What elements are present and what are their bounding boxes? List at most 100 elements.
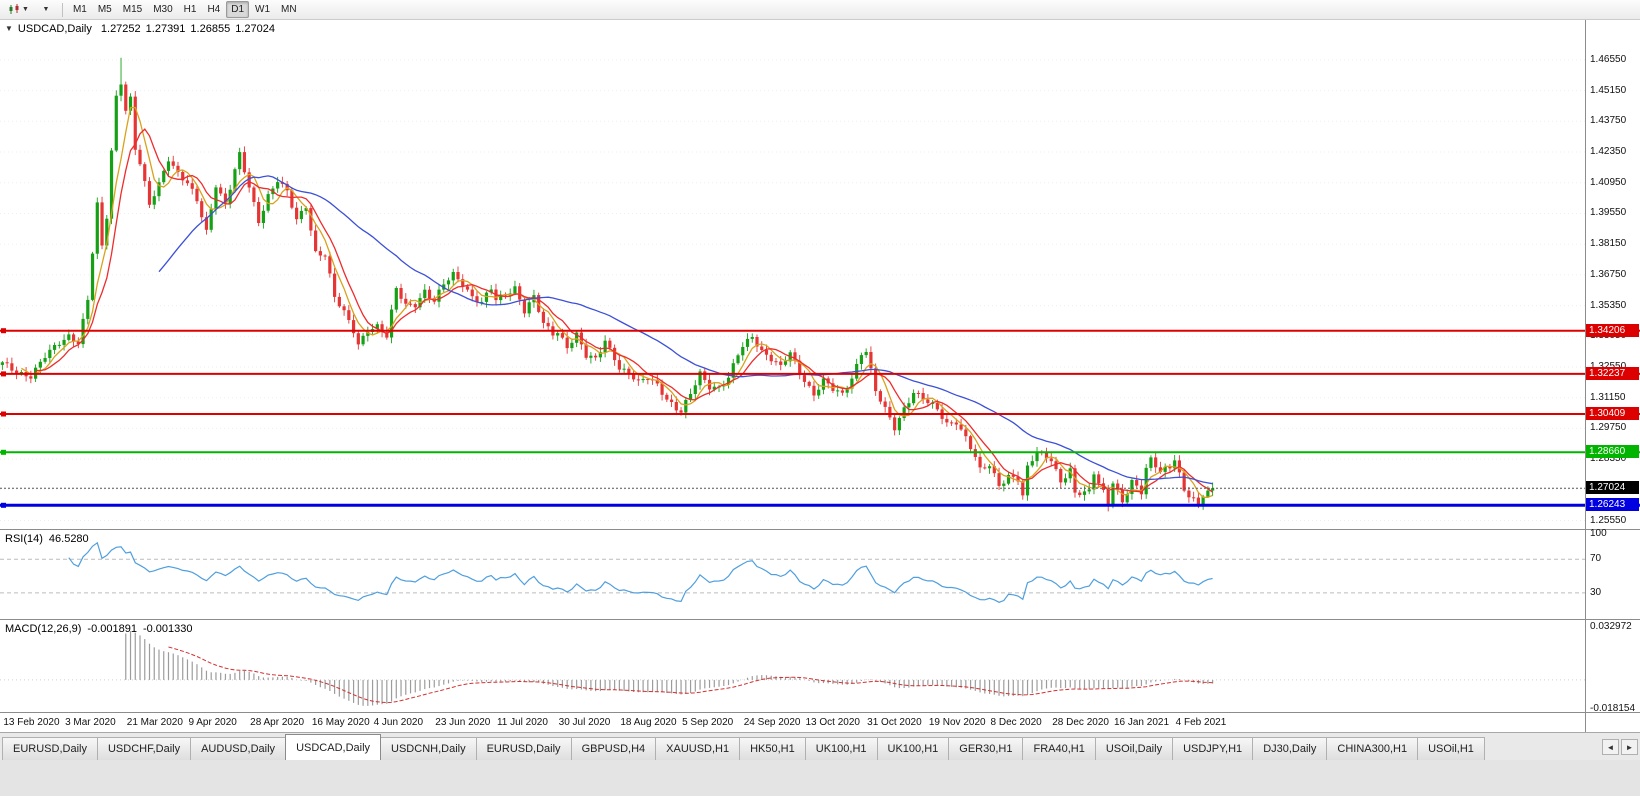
rsi-indicator-label: RSI(14) 46.5280 bbox=[5, 533, 89, 545]
date-axis-label: 31 Oct 2020 bbox=[867, 717, 922, 728]
date-axis-label: 5 Sep 2020 bbox=[682, 717, 734, 728]
rsi-value: 46.5280 bbox=[48, 533, 89, 545]
price-grid bbox=[0, 59, 1585, 521]
date-axis-label: 30 Jul 2020 bbox=[558, 717, 611, 728]
date-axis-label: 8 Dec 2020 bbox=[990, 717, 1042, 728]
chart-title: ▼ USDCAD,Daily 1.27252 1.27391 1.26855 1… bbox=[5, 23, 275, 35]
price-axis-label: 1.45150 bbox=[1590, 84, 1627, 96]
chart-area: ▼ USDCAD,Daily 1.27252 1.27391 1.26855 1… bbox=[0, 20, 1640, 732]
ma-line-5 bbox=[21, 106, 1213, 498]
date-axis-label: 19 Nov 2020 bbox=[928, 717, 986, 728]
chart-tab-usdjpy-h1[interactable]: USDJPY,H1 bbox=[1172, 737, 1254, 760]
date-axis-label: 18 Aug 2020 bbox=[620, 717, 677, 728]
price-level-badge-support-blue: 1.26243 bbox=[1586, 498, 1639, 512]
chart-tab-usoil-h1[interactable]: USOil,H1 bbox=[1417, 737, 1485, 760]
chart-tab-usdcad-daily[interactable]: USDCAD,Daily bbox=[285, 734, 382, 760]
chart-tab-eurusd-daily[interactable]: EURUSD,Daily bbox=[475, 737, 572, 760]
price-level-badge-resistance-2: 1.32237 bbox=[1586, 366, 1639, 380]
chevron-down-icon: ▼ bbox=[42, 6, 50, 13]
price-axis-label: 1.43750 bbox=[1590, 115, 1627, 127]
price-axis-label: 1.29750 bbox=[1590, 422, 1627, 434]
price-axis-label: 1.28350 bbox=[1590, 453, 1627, 465]
chart-canvas[interactable] bbox=[0, 20, 1640, 732]
date-axis-label: 21 Mar 2020 bbox=[126, 717, 183, 728]
chart-tab-audusd-daily[interactable]: AUDUSD,Daily bbox=[190, 737, 287, 760]
date-axis-label: 11 Jul 2020 bbox=[496, 717, 548, 728]
timeframe-button-mn[interactable]: MN bbox=[281, 4, 297, 15]
chart-tab-fra40-h1[interactable]: FRA40,H1 bbox=[1022, 737, 1096, 760]
price-axis-label: 1.36750 bbox=[1590, 268, 1627, 280]
timeframe-button-h1[interactable]: H1 bbox=[183, 4, 197, 15]
timeframe-button-d1[interactable]: D1 bbox=[226, 1, 250, 18]
price-axis-label: 1.39550 bbox=[1590, 207, 1627, 219]
timeframe-button-m15[interactable]: M15 bbox=[122, 4, 143, 15]
tab-scroll-left[interactable]: ◄ bbox=[1602, 739, 1619, 755]
line-handle-support-blue[interactable] bbox=[1, 502, 6, 508]
date-axis-label: 24 Sep 2020 bbox=[743, 717, 801, 728]
rsi-axis-label: 30 bbox=[1590, 586, 1602, 598]
ohlc-low: 1.26855 bbox=[190, 23, 231, 35]
chart-tab-uk100-h1[interactable]: UK100,H1 bbox=[876, 737, 950, 760]
chart-tab-dj30-daily[interactable]: DJ30,Daily bbox=[1252, 737, 1328, 760]
timeframe-button-h4[interactable]: H4 bbox=[207, 4, 221, 15]
ma-lines bbox=[21, 106, 1213, 498]
timeframe-button-m1[interactable]: M1 bbox=[72, 4, 87, 15]
macd-signal-line bbox=[168, 646, 1213, 704]
timeframe-button-m30[interactable]: M30 bbox=[153, 4, 173, 15]
price-axis-label: 1.32550 bbox=[1590, 361, 1626, 373]
ohlc-high: 1.27391 bbox=[145, 23, 186, 35]
line-handle-support-green[interactable] bbox=[1, 449, 6, 455]
toolbar-separator bbox=[61, 2, 63, 17]
timeframe-toolbar: ▼ ▼ M1 M5 M15 M30 H1 H4 D1 W1 MN bbox=[0, 0, 1640, 20]
chart-tab-uk100-h1[interactable]: UK100,H1 bbox=[804, 737, 878, 760]
price-level-badge-resistance-3: 1.30409 bbox=[1586, 406, 1639, 420]
ma-line-34 bbox=[158, 175, 1213, 485]
chart-tab-eurusd-daily[interactable]: EURUSD,Daily bbox=[2, 737, 98, 760]
ohlc-open: 1.27252 bbox=[100, 23, 141, 35]
window-bottom-fill bbox=[0, 760, 1640, 796]
line-handle-resistance-1[interactable] bbox=[1, 328, 6, 334]
chart-type-dropdown[interactable]: ▼ bbox=[3, 1, 34, 18]
timeframe-button-m5[interactable]: M5 bbox=[97, 4, 112, 15]
price-axis-label: 1.35350 bbox=[1590, 299, 1627, 311]
chart-tab-ger30-h1[interactable]: GER30,H1 bbox=[948, 737, 1024, 760]
quick-trade-arrow-icon[interactable]: ▼ bbox=[5, 24, 13, 33]
chart-tab-xauusd-h1[interactable]: XAUUSD,H1 bbox=[655, 737, 741, 760]
chart-tabbar: EURUSD,Daily USDCHF,Daily AUDUSD,Daily USDC… bbox=[0, 732, 1640, 760]
chart-tab-gbpusd-h4[interactable]: GBPUSD,H4 bbox=[570, 737, 657, 760]
line-handle-resistance-3[interactable] bbox=[1, 411, 6, 417]
tab-scroll-arrows: ◄ ► bbox=[1602, 739, 1638, 760]
chevron-down-icon: ▼ bbox=[22, 6, 29, 13]
tab-scroll-right[interactable]: ► bbox=[1621, 739, 1638, 755]
date-axis-label: 28 Apr 2020 bbox=[250, 717, 305, 728]
date-axis-label: 9 Apr 2020 bbox=[188, 717, 237, 728]
line-handle-resistance-2[interactable] bbox=[1, 371, 6, 377]
price-axis-label: 1.46550 bbox=[1590, 53, 1627, 65]
level-lines bbox=[0, 328, 1640, 508]
chart-tab-china300-h1[interactable]: CHINA300,H1 bbox=[1326, 737, 1419, 760]
date-axis-label: 13 Feb 2020 bbox=[3, 717, 60, 728]
date-axis-label: 16 May 2020 bbox=[311, 717, 370, 728]
macd-pane bbox=[0, 631, 1585, 706]
chart-tab-hk50-h1[interactable]: HK50,H1 bbox=[739, 737, 806, 760]
macd-value-main: -0.001891 bbox=[87, 623, 137, 635]
rsi-line bbox=[68, 541, 1213, 603]
price-axis-label: 1.42350 bbox=[1590, 146, 1627, 158]
macd-name: MACD(12,26,9) bbox=[5, 623, 82, 635]
chart-tab-usdchf-daily[interactable]: USDCHF,Daily bbox=[96, 737, 192, 760]
period-dropdown[interactable]: ▼ bbox=[35, 1, 57, 18]
chart-tab-usdcnh-daily[interactable]: USDCNH,Daily bbox=[380, 737, 477, 760]
macd-axis-min-label: -0.018154 bbox=[1590, 702, 1636, 714]
timeframe-button-w1[interactable]: W1 bbox=[255, 4, 271, 15]
candlestick-chart-icon bbox=[9, 4, 19, 14]
date-axis-label: 16 Jan 2021 bbox=[1113, 717, 1170, 728]
rsi-name: RSI(14) bbox=[5, 533, 43, 545]
price-axis-label: 1.25550 bbox=[1590, 514, 1627, 526]
macd-indicator-label: MACD(12,26,9) -0.001891 -0.001330 bbox=[5, 623, 193, 635]
chart-tab-usoil-daily[interactable]: USOil,Daily bbox=[1094, 737, 1174, 760]
date-axis-label: 4 Jun 2020 bbox=[373, 717, 424, 728]
candlestick-series bbox=[0, 57, 1215, 512]
date-axis-label: 28 Dec 2020 bbox=[1052, 717, 1109, 728]
date-axis-label: 13 Oct 2020 bbox=[805, 717, 860, 728]
